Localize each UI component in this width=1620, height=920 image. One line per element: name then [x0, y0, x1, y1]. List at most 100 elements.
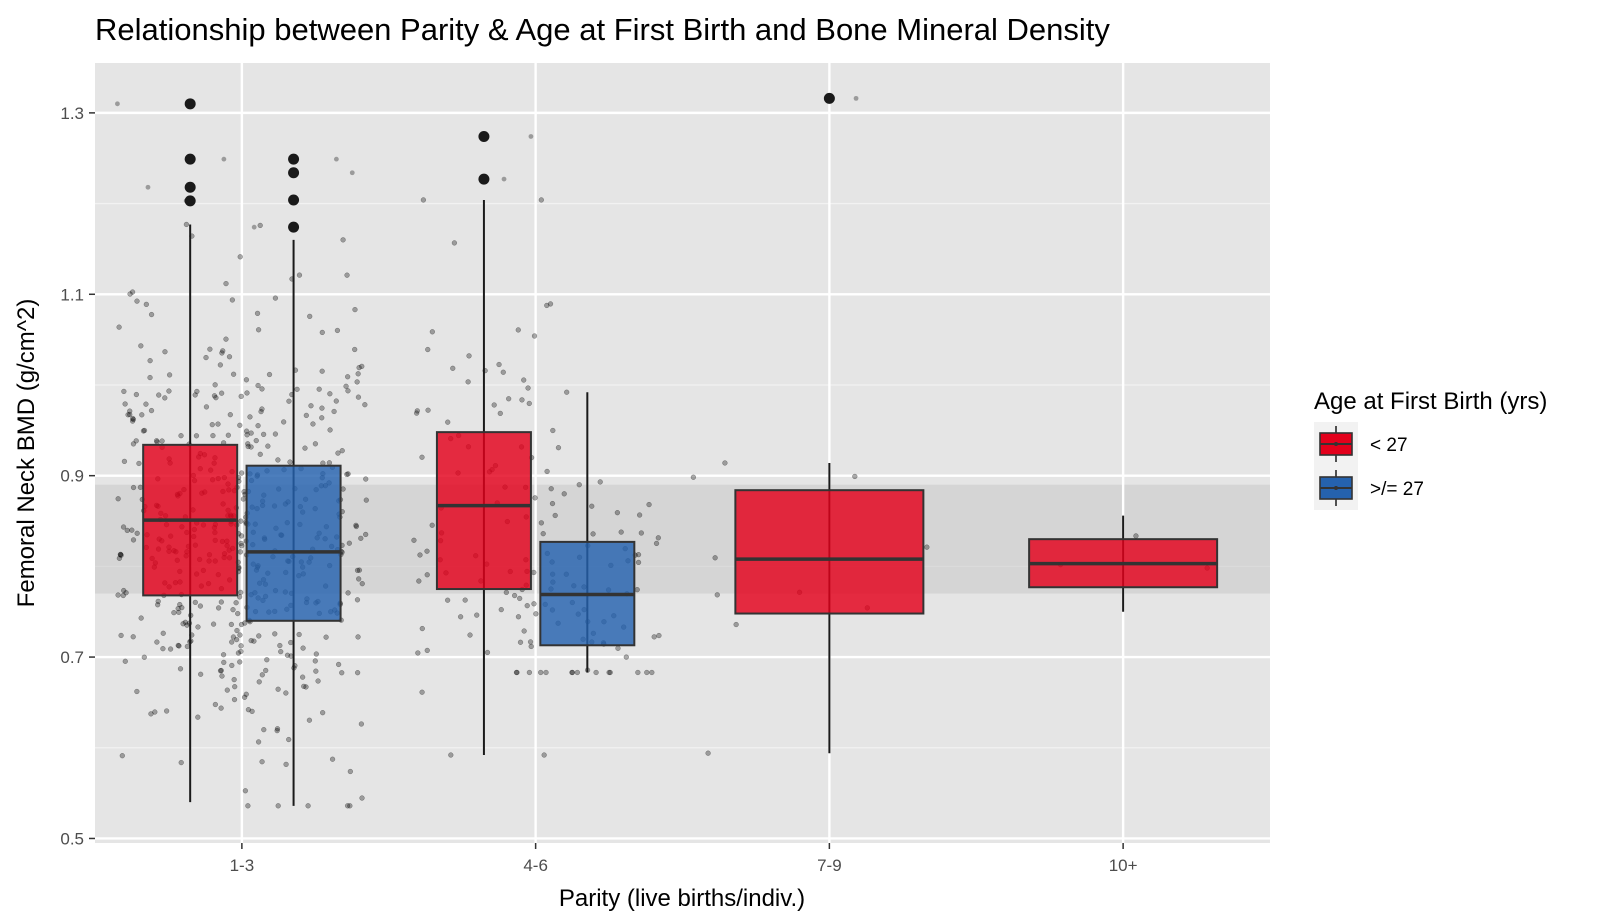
jitter-point: [233, 600, 239, 606]
jitter-point: [344, 272, 350, 278]
box-outlier: [823, 92, 835, 104]
jitter-point: [283, 690, 289, 696]
jitter-point: [528, 134, 534, 139]
jitter-point: [286, 398, 292, 404]
jitter-point: [153, 438, 160, 444]
x-tick-label: 4-6: [523, 856, 548, 875]
jitter-point: [352, 346, 358, 353]
jitter-point: [254, 310, 261, 317]
jitter-point: [448, 752, 454, 758]
grid-major: [95, 63, 1270, 843]
jitter-point: [238, 470, 245, 476]
jitter-point: [296, 631, 302, 638]
jitter-point: [540, 531, 546, 537]
jitter-point: [462, 597, 468, 603]
jitter-point: [515, 327, 521, 333]
jitter-point: [712, 555, 718, 561]
jitter-point: [237, 422, 243, 428]
jitter-point: [223, 336, 229, 342]
jitter-point: [451, 240, 458, 246]
jitter-point: [152, 709, 158, 715]
jitter-point: [122, 401, 128, 407]
jitter-point: [234, 627, 240, 634]
jitter-point: [548, 486, 554, 492]
jitter-point: [143, 401, 149, 407]
jitter-point: [125, 412, 131, 418]
jitter-point: [217, 362, 224, 368]
jitter-point: [230, 634, 237, 640]
jitter-point: [283, 761, 289, 768]
jitter-point: [136, 460, 142, 467]
jitter-point: [356, 576, 362, 582]
jitter-point: [175, 605, 181, 612]
jitter-point: [118, 552, 124, 558]
jitter-point: [333, 398, 339, 404]
jitter-point: [413, 410, 420, 416]
jitter-point: [924, 544, 930, 550]
jitter-point: [576, 482, 582, 488]
jitter-point: [193, 433, 200, 439]
jitter-point: [232, 684, 238, 690]
jitter-point: [192, 392, 198, 398]
jitter-point: [355, 634, 361, 640]
jitter-point: [266, 371, 273, 378]
jitter-point: [356, 567, 363, 573]
jitter-point: [606, 669, 612, 676]
jitter-point: [242, 620, 248, 626]
jitter-point: [316, 386, 322, 392]
jitter-point: [424, 572, 430, 578]
jitter-point: [243, 428, 250, 434]
jitter-point: [690, 474, 697, 480]
jitter-point: [257, 222, 263, 229]
box-body: [734, 489, 925, 615]
jitter-point: [117, 551, 124, 558]
jitter-point: [277, 642, 283, 649]
jitter-point: [329, 756, 336, 762]
jitter-point: [274, 727, 280, 734]
jitter-point: [303, 684, 309, 690]
jitter-point: [305, 803, 311, 809]
jitter-point: [147, 358, 153, 364]
jitter-point: [547, 301, 554, 307]
jitter-point: [154, 439, 160, 445]
jitter-point: [259, 406, 265, 412]
jitter-point: [235, 610, 241, 617]
jitter-point: [229, 297, 236, 303]
jitter-point: [127, 291, 133, 297]
jitter-point: [259, 672, 265, 678]
jitter-point: [644, 669, 650, 676]
jitter-point: [425, 407, 431, 413]
jitter-point: [307, 313, 313, 320]
jitter-point: [287, 459, 293, 465]
jitter-point: [593, 669, 599, 676]
box-body: [435, 431, 532, 591]
jitter-point: [147, 374, 153, 381]
x-axis: 1-3 4-6 7-9 10+: [230, 843, 1138, 875]
jitter-point: [653, 540, 660, 547]
jitter-point: [237, 549, 244, 555]
y-tick-label: 0.9: [60, 467, 84, 486]
jitter-point: [519, 397, 525, 403]
jitter-point: [272, 631, 278, 637]
jitter-point: [353, 522, 359, 528]
box-outlier: [478, 130, 490, 142]
jitter-point: [521, 628, 527, 634]
jitter-point: [538, 520, 545, 526]
jitter-point: [220, 348, 226, 354]
jitter-point: [238, 533, 245, 539]
jitter-point: [220, 652, 227, 658]
jitter-point: [363, 531, 369, 538]
jitter-point: [130, 484, 137, 491]
jitter-point: [203, 404, 210, 410]
jitter-point: [129, 289, 136, 295]
jitter-point: [506, 396, 512, 402]
jitter-point: [335, 661, 342, 668]
y-tick-label: 0.7: [60, 648, 84, 667]
jitter-point: [303, 412, 309, 419]
jitter-point: [419, 454, 425, 460]
jitter-point: [221, 156, 227, 162]
jitter-point: [138, 343, 144, 349]
box-outlier: [478, 173, 490, 185]
jitter-point: [133, 438, 139, 444]
